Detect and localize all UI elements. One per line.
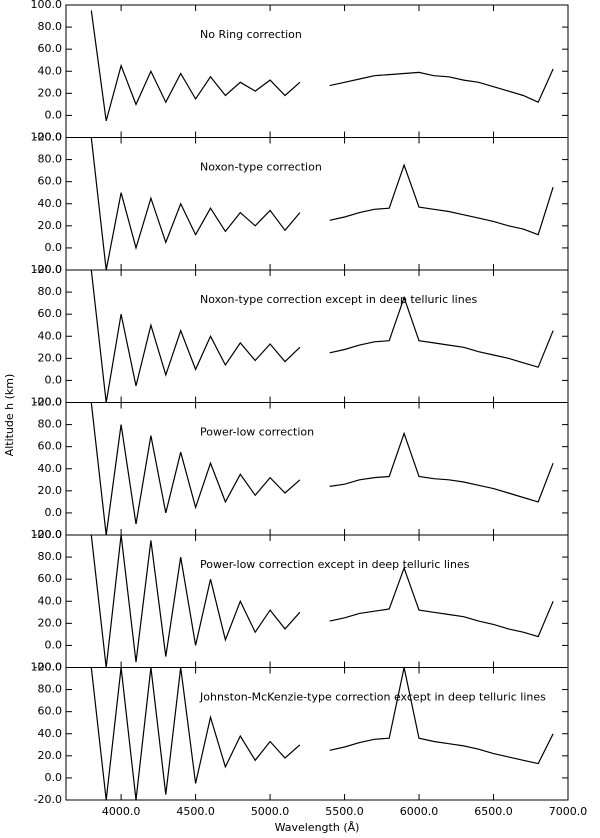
y-tick-label: 0.0 xyxy=(45,771,63,784)
y-tick-label: -20.0 xyxy=(34,528,62,541)
panel-frame xyxy=(65,137,569,271)
panel-frame xyxy=(65,667,569,801)
x-tick-label: 7000.0 xyxy=(549,805,588,818)
panel-frame xyxy=(65,534,569,668)
panel-frame xyxy=(65,269,569,403)
y-tick-label: 20.0 xyxy=(38,219,63,232)
y-tick-label: 80.0 xyxy=(38,285,63,298)
y-tick-label: 0.0 xyxy=(45,373,63,386)
panel-frame xyxy=(65,4,569,138)
y-tick-label: 20.0 xyxy=(38,616,63,629)
x-axis-label: Wavelength (Å) xyxy=(275,821,360,834)
y-tick-label: 100.0 xyxy=(31,396,63,409)
panel: -20.0 0.0 20.0 40.0 60.0 80.0 100.0 Noxon-type … xyxy=(31,131,569,276)
y-tick-label: 80.0 xyxy=(38,20,63,33)
y-tick-label: 80.0 xyxy=(38,550,63,563)
y-tick-label: 20.0 xyxy=(38,749,63,762)
panel: -20.0 0.0 20.0 40.0 60.0 80.0 100.0 Power-low c… xyxy=(31,396,569,541)
panel-title: Power-low correction except in deep tell… xyxy=(200,558,470,571)
x-tick-label: 5000.0 xyxy=(251,805,290,818)
y-tick-label: 100.0 xyxy=(31,131,63,144)
y-tick-label: 60.0 xyxy=(38,440,63,453)
x-tick-label: 4000.0 xyxy=(102,805,141,818)
y-tick-label: 100.0 xyxy=(31,0,63,11)
y-tick-label: 0.0 xyxy=(45,506,63,519)
panel-title: Johnston-McKenzie-type correction except… xyxy=(199,691,546,704)
y-tick-label: 0.0 xyxy=(45,241,63,254)
panel: -20.0 0.0 20.0 40.0 60.0 80.0 100.0 Power-low c… xyxy=(31,528,569,674)
y-tick-label: 80.0 xyxy=(38,418,63,431)
panel-frame xyxy=(65,402,569,536)
panel: -20.0 0.0 20.0 40.0 60.0 80.0 100.0 4000.0 4500.… xyxy=(31,661,588,819)
y-tick-label: 80.0 xyxy=(38,153,63,166)
y-tick-label: -20.0 xyxy=(34,131,62,144)
y-tick-label: 100.0 xyxy=(31,661,63,674)
series-line xyxy=(90,270,554,403)
y-tick-label: -20.0 xyxy=(34,263,62,276)
y-tick-label: 60.0 xyxy=(38,175,63,188)
y-tick-label: 60.0 xyxy=(38,42,63,55)
series-line xyxy=(90,535,554,668)
y-tick-label: 40.0 xyxy=(38,64,63,77)
panel-title: No Ring correction xyxy=(200,28,302,41)
x-tick-label: 5500.0 xyxy=(325,805,364,818)
y-tick-label: 40.0 xyxy=(38,462,63,475)
y-tick-label: 40.0 xyxy=(38,197,63,210)
panel-title: Noxon-type correction xyxy=(200,161,322,174)
y-tick-label: 80.0 xyxy=(38,683,63,696)
y-tick-label: 0.0 xyxy=(45,108,63,121)
y-axis-label: Altitude h (km) xyxy=(3,374,16,457)
series-line xyxy=(90,667,554,800)
y-tick-label: 40.0 xyxy=(38,594,63,607)
x-tick-label: 4500.0 xyxy=(176,805,215,818)
y-tick-label: 60.0 xyxy=(38,307,63,320)
y-tick-label: 40.0 xyxy=(38,727,63,740)
y-tick-label: -20.0 xyxy=(34,661,62,674)
y-tick-label: 60.0 xyxy=(38,572,63,585)
x-tick-label: 6500.0 xyxy=(474,805,513,818)
y-tick-label: 0.0 xyxy=(45,638,63,651)
panel: -20.0 0.0 20.0 40.0 60.0 80.0 100.0 No Ring cor… xyxy=(31,0,569,144)
y-tick-label: -20.0 xyxy=(34,396,62,409)
series-line xyxy=(90,137,554,270)
series-line xyxy=(90,10,554,122)
y-tick-label: 60.0 xyxy=(38,705,63,718)
y-tick-label: -20.0 xyxy=(34,793,62,806)
y-tick-label: 20.0 xyxy=(38,351,63,364)
panel-title: Noxon-type correction except in deep tel… xyxy=(200,293,477,306)
y-tick-label: 100.0 xyxy=(31,263,63,276)
series-line xyxy=(90,402,554,535)
y-tick-label: 20.0 xyxy=(38,484,63,497)
panel-title: Power-low correction xyxy=(200,426,314,439)
y-tick-label: 40.0 xyxy=(38,329,63,342)
y-tick-label: 100.0 xyxy=(31,528,63,541)
x-tick-label: 6000.0 xyxy=(400,805,439,818)
panel: -20.0 0.0 20.0 40.0 60.0 80.0 100.0 Noxon-type … xyxy=(31,263,569,409)
y-tick-label: 20.0 xyxy=(38,86,63,99)
